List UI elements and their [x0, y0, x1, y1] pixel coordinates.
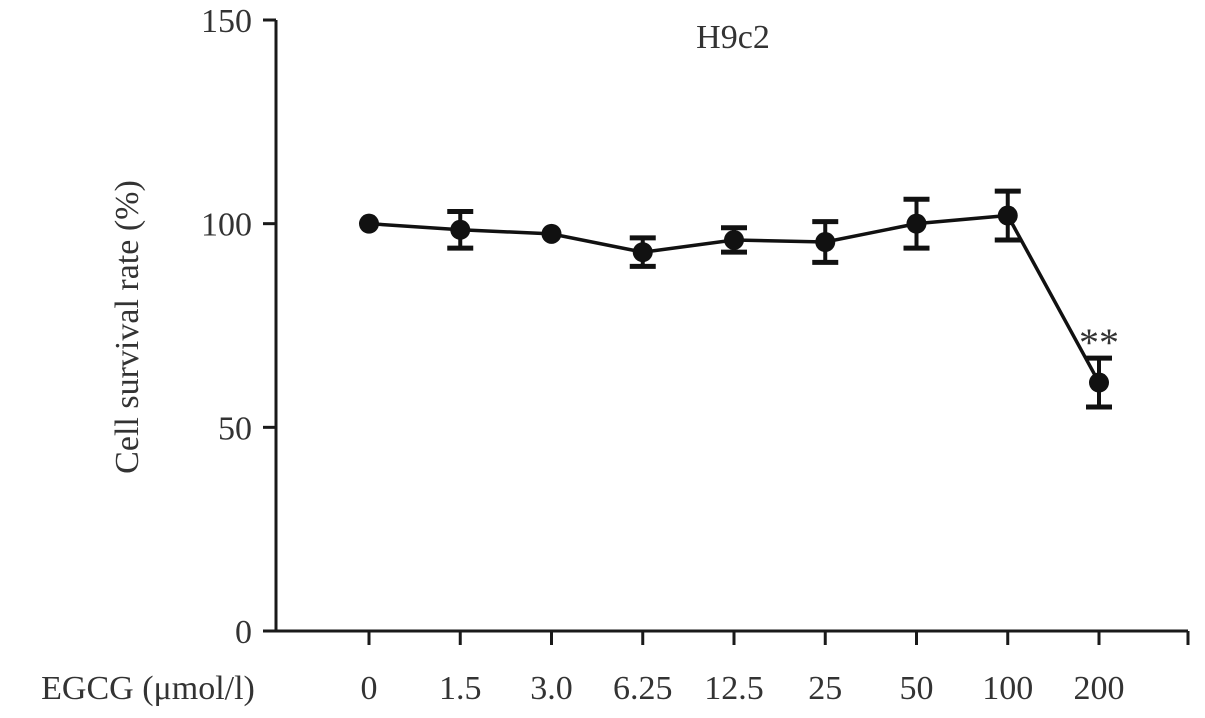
- x-tick-label: 50: [900, 670, 934, 707]
- x-ticks: 0 1.5 3.0 6.25 12.5 25 50 100 200: [361, 631, 1190, 707]
- chart-title: H9c2: [696, 19, 770, 56]
- y-ticks: 0 50 100 150: [201, 3, 276, 651]
- x-axis: 0 1.5 3.0 6.25 12.5 25 50 100 200: [276, 629, 1190, 707]
- x-tick-label: 0: [361, 670, 378, 707]
- data-point: [1089, 372, 1109, 393]
- y-tick-label: 0: [235, 614, 252, 651]
- significance-annotation: **: [1079, 320, 1119, 365]
- data-point: [450, 219, 471, 240]
- data-point: [359, 213, 379, 234]
- data-point: [815, 231, 836, 252]
- data-point: [906, 213, 927, 234]
- x-tick-label: 3.0: [530, 670, 573, 707]
- y-tick-label: 50: [218, 410, 252, 447]
- y-axis-title: Cell survival rate (%): [109, 180, 146, 474]
- x-tick-label: 200: [1074, 670, 1125, 707]
- x-axis-title: EGCG (μmol/l): [41, 670, 255, 707]
- data-point: [632, 242, 653, 263]
- y-axis: 0 50 100 150: [201, 3, 278, 651]
- data-point: [997, 205, 1018, 226]
- data-point: [724, 229, 744, 250]
- x-tick-label: 6.25: [613, 670, 673, 707]
- plot-area: **: [359, 188, 1119, 410]
- y-tick-label: 100: [201, 207, 252, 244]
- x-tick-label: 100: [982, 670, 1033, 707]
- x-tick-label: 12.5: [704, 670, 764, 707]
- y-tick-label: 150: [201, 3, 252, 40]
- x-tick-label: 25: [808, 670, 842, 707]
- x-tick-label: 1.5: [439, 670, 482, 707]
- data-point: [541, 223, 562, 244]
